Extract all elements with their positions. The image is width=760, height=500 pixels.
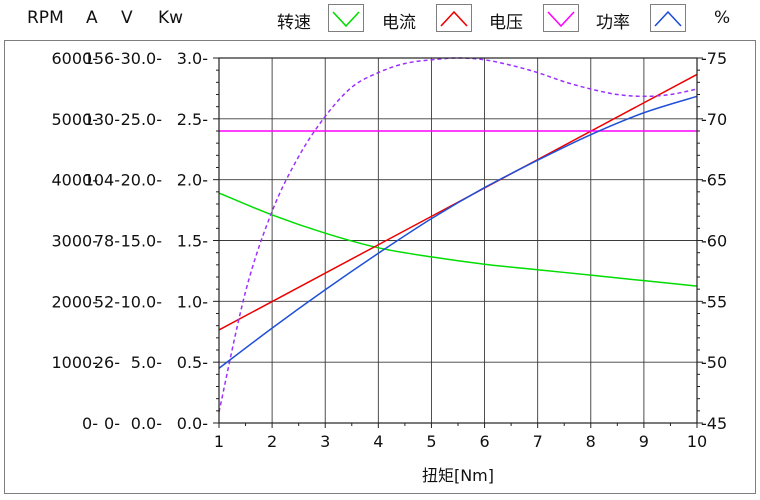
legend-label-current: 电流 — [382, 13, 416, 33]
chart-frame — [4, 40, 756, 494]
y-left-tick-label: 78- — [94, 232, 120, 251]
grid-lines — [219, 58, 697, 423]
series-lines — [218, 57, 698, 413]
y-right-tick-label: -65 — [701, 171, 727, 190]
x-tick-label: 6 — [479, 432, 489, 451]
axis-labels: 1 2 3 4 5 6 7 8 9 10 6000- 5000- 4000- 3000- 2000- 1000… — [52, 49, 728, 485]
legend-swatch-speed — [328, 4, 364, 32]
y-left-tick-label: 0- — [82, 414, 98, 433]
legend-label-efficiency: % — [714, 8, 731, 28]
series-line-3 — [218, 57, 698, 413]
legend-label-voltage: 电压 — [489, 13, 523, 33]
y-right-tick-label: -50 — [701, 353, 727, 372]
x-tick-label: 4 — [373, 432, 383, 451]
series-line-4 — [218, 95, 698, 369]
y-left-tick-label: 104- — [84, 171, 120, 190]
unit-label-v: V — [121, 8, 133, 28]
x-tick-label: 5 — [426, 432, 436, 451]
y-left-tick-label: 26- — [94, 353, 120, 372]
x-tick-label: 3 — [320, 432, 330, 451]
y-left-tick-label: 2.5- — [177, 110, 208, 129]
y-left-tick-label: 52- — [94, 292, 120, 311]
y-left-tick-label: 5000- — [52, 110, 99, 129]
x-tick-label: 7 — [533, 432, 543, 451]
y-left-tick-label: 4000- — [52, 171, 99, 190]
y-left-tick-label: 6000- — [52, 49, 99, 68]
y-left-tick-label: 25.0- — [121, 110, 162, 129]
y-right-tick-label: -75 — [701, 49, 727, 68]
y-left-tick-label: 1.5- — [177, 232, 208, 251]
x-axis-label: 扭矩[Nm] — [422, 466, 494, 485]
y-left-tick-label: 3.0- — [177, 49, 208, 68]
y-right-tick-label: -60 — [701, 232, 727, 251]
y-left-tick-label: 156- — [84, 49, 120, 68]
legend-swatch-current — [436, 4, 472, 32]
y-left-tick-label: 15.0- — [121, 232, 162, 251]
y-left-tick-label: 20.0- — [121, 171, 162, 190]
y-left-tick-label: 3000- — [52, 232, 99, 251]
unit-label-a: A — [86, 8, 98, 28]
y-left-tick-label: 0- — [104, 414, 120, 433]
y-left-tick-label: 0.5- — [177, 353, 208, 372]
y-right-tick-label: -70 — [701, 110, 727, 129]
x-tick-label: 10 — [687, 432, 707, 451]
legend-label-power: 功率 — [596, 13, 630, 33]
y-left-tick-label: 1.0- — [177, 292, 208, 311]
x-tick-label: 2 — [267, 432, 277, 451]
legend-swatch-power — [650, 4, 686, 32]
y-left-tick-label: 2000- — [52, 292, 99, 311]
unit-label-kw: Kw — [158, 8, 184, 28]
x-tick-label: 8 — [586, 432, 596, 451]
y-left-tick-label: 130- — [84, 110, 120, 129]
legend-swatch-voltage — [543, 4, 579, 32]
x-tick-label: 9 — [639, 432, 649, 451]
y-left-tick-label: 0.0- — [177, 414, 208, 433]
y-left-tick-label: 1000- — [52, 353, 99, 372]
series-line-0 — [218, 192, 698, 287]
y-right-tick-label: -55 — [701, 292, 727, 311]
y-left-tick-label: 2.0- — [177, 171, 208, 190]
unit-label-rpm: RPM — [27, 8, 64, 28]
y-right-tick-label: -45 — [701, 414, 727, 433]
y-left-tick-label: 10.0- — [121, 292, 162, 311]
y-left-tick-label: 30.0- — [121, 49, 162, 68]
axis-ticks — [213, 57, 703, 428]
x-tick-label: 1 — [214, 432, 224, 451]
legend-label-speed: 转速 — [277, 13, 311, 33]
y-left-tick-label: 5.0- — [131, 353, 162, 372]
y-left-tick-label: 0.0- — [131, 414, 162, 433]
